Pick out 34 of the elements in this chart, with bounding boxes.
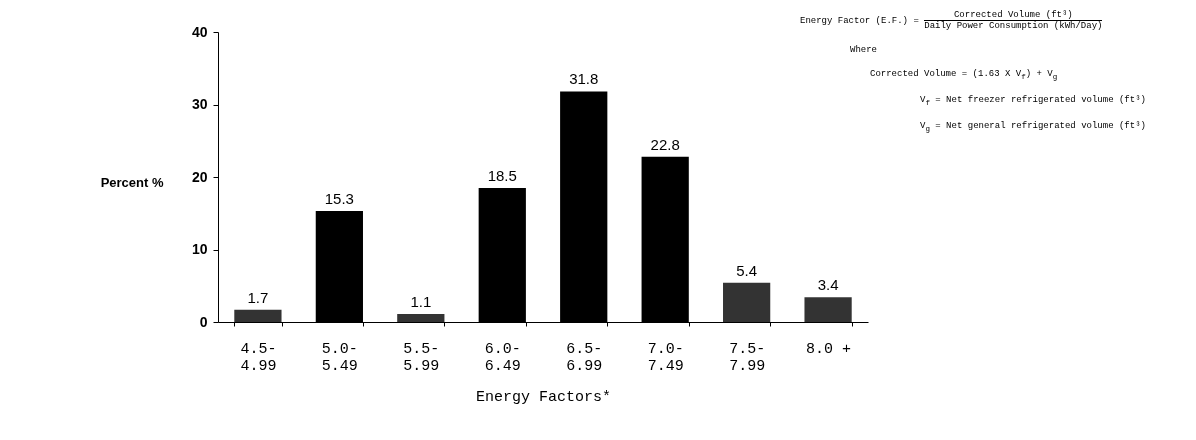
x-tick-label: 4.5- 4.99: [240, 340, 277, 375]
data-label: 1.7: [247, 288, 269, 306]
y-tick-label: 40: [191, 23, 208, 40]
y-axis-title: Percent %: [100, 174, 164, 190]
x-tick-label: 5.0- 5.49: [321, 340, 358, 375]
data-label: 18.5: [487, 166, 517, 184]
x-axis-title: Energy Factors*: [475, 388, 612, 406]
x-tick-label: 7.0- 7.49: [647, 340, 684, 375]
y-tick-label: 20: [191, 168, 208, 185]
bar: [234, 309, 282, 322]
annotation: Where: [849, 45, 878, 55]
bar: [723, 282, 771, 322]
x-tick-label: 7.5- 7.99: [729, 340, 766, 375]
data-label: 31.8: [569, 70, 599, 88]
data-label: 22.8: [650, 135, 680, 153]
bar: [804, 297, 852, 322]
text: Corrected Volume (ft³): [924, 10, 1103, 21]
bar: [397, 314, 445, 322]
x-tick-label: 5.5- 5.99: [403, 340, 440, 375]
y-tick-label: 10: [191, 241, 208, 257]
text: Daily Power Consumption (kWh/Day): [924, 21, 1103, 31]
text: Energy Factor (E.F.) =: [800, 15, 919, 26]
x-tick-label: 8.0 +: [806, 340, 852, 358]
y-tick-label: 0: [199, 313, 208, 330]
x-tick-label: 6.0- 6.49: [484, 340, 521, 375]
data-label: 15.3: [324, 190, 354, 208]
data-label: 1.1: [410, 293, 432, 311]
data-label: 5.4: [736, 261, 758, 279]
y-tick-label: 30: [191, 96, 208, 112]
text: V$_{g}$ = Net general refrigerated volume (ft³): [919, 120, 1147, 133]
x-tick-label: 6.5- 6.99: [566, 340, 603, 375]
data-label: 3.4: [817, 276, 839, 294]
text: Corrected Volume = (1.63 X V$_{f}$) + V$_{g}$: [869, 69, 1059, 81]
text: V$_{f}$ = Net freezer refrigerated volume (ft³): [919, 94, 1147, 107]
